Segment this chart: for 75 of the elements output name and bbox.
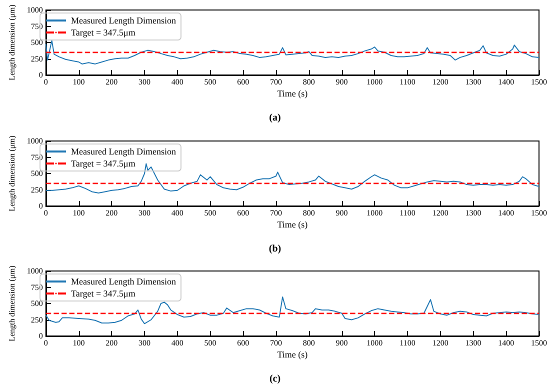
legend-label: Target = 347.5μm <box>71 288 136 299</box>
x-tick-label: 1300 <box>465 78 482 86</box>
x-tick-label: 300 <box>138 338 151 348</box>
y-tick-label: 1000 <box>26 266 43 276</box>
line-series <box>45 40 540 64</box>
x-tick-label: 500 <box>204 78 216 86</box>
x-tick-label: 1400 <box>498 208 514 218</box>
x-tick-label: 1000 <box>366 78 383 86</box>
x-tick-label: 1300 <box>465 338 482 348</box>
x-tick-label: 300 <box>138 208 151 218</box>
x-axis-title: Time (s) <box>277 88 308 98</box>
x-tick-label: 900 <box>336 208 348 218</box>
x-tick-label: 100 <box>72 338 85 348</box>
y-tick-label: 500 <box>30 38 43 47</box>
x-axis-title: Time (s) <box>277 350 308 360</box>
x-tick-label: 1200 <box>432 78 448 86</box>
x-tick-label: 1100 <box>400 338 416 348</box>
x-tick-label: 500 <box>204 208 216 218</box>
y-tick-label: 0 <box>38 201 43 210</box>
x-tick-label: 600 <box>237 78 250 86</box>
x-tick-label: 1500 <box>531 78 547 86</box>
x-tick-label: 500 <box>204 338 216 348</box>
x-tick-label: 400 <box>171 338 184 348</box>
y-tick-label: 500 <box>30 168 43 178</box>
x-tick-label: 700 <box>270 78 282 86</box>
text: (b) <box>268 243 282 254</box>
x-tick-label: 1000 <box>366 208 383 218</box>
line-series <box>45 296 540 324</box>
x-tick-label: 1400 <box>498 338 514 348</box>
x-tick-label: 900 <box>336 78 348 86</box>
y-axis-title: Length dimension (μm) <box>8 4 16 80</box>
y-tick-label: 0 <box>38 70 43 80</box>
y-tick-label: 250 <box>30 184 43 194</box>
x-tick-label: 800 <box>302 208 315 218</box>
x-tick-label: 100 <box>72 208 85 218</box>
legend-label: Target = 347.5μm <box>71 28 136 38</box>
legend-label: Measured Length Dimension <box>71 276 176 287</box>
x-tick-label: 100 <box>72 78 85 86</box>
legend-label: Measured Length Dimension <box>71 16 176 26</box>
x-tick-label: 1500 <box>531 208 547 218</box>
x-tick-label: 700 <box>270 338 282 348</box>
x-tick-label: 300 <box>138 78 151 86</box>
x-tick-label: 1200 <box>432 338 448 348</box>
y-tick-label: 500 <box>30 299 43 308</box>
x-tick-label: 800 <box>302 78 315 86</box>
y-tick-label: 1000 <box>26 6 43 14</box>
y-tick-label: 250 <box>30 54 43 64</box>
x-tick-label: 900 <box>336 338 348 348</box>
y-tick-label: 0 <box>38 332 43 341</box>
legend-label: Target = 347.5μm <box>71 158 136 168</box>
x-tick-label: 200 <box>106 208 118 218</box>
x-axis-title: Time (s) <box>277 219 308 230</box>
x-tick-label: 600 <box>237 208 250 218</box>
x-tick-label: 600 <box>237 338 250 348</box>
y-axis-title: Length dimension (μm) <box>8 265 16 342</box>
x-tick-label: 200 <box>106 78 118 86</box>
x-tick-label: 1500 <box>531 338 547 348</box>
x-tick-label: 200 <box>106 338 118 348</box>
legend-label: Measured Length Dimension <box>71 146 176 156</box>
x-tick-label: 800 <box>302 338 315 348</box>
y-tick-label: 1000 <box>26 136 43 146</box>
x-tick-label: 1000 <box>366 338 383 348</box>
y-tick-label: 250 <box>30 315 43 324</box>
text: (c) <box>269 374 281 385</box>
x-tick-label: 1400 <box>498 78 514 86</box>
x-tick-label: 1100 <box>400 208 416 218</box>
x-tick-label: 1100 <box>400 78 416 86</box>
x-tick-label: 1200 <box>432 208 448 218</box>
text: (a) <box>269 112 281 124</box>
x-tick-label: 400 <box>171 208 184 218</box>
x-tick-label: 400 <box>171 78 184 86</box>
x-tick-label: 700 <box>270 208 282 218</box>
y-axis-title: Length dimension (μm) <box>8 134 16 212</box>
x-tick-label: 1300 <box>465 208 482 218</box>
line-series <box>45 162 540 194</box>
